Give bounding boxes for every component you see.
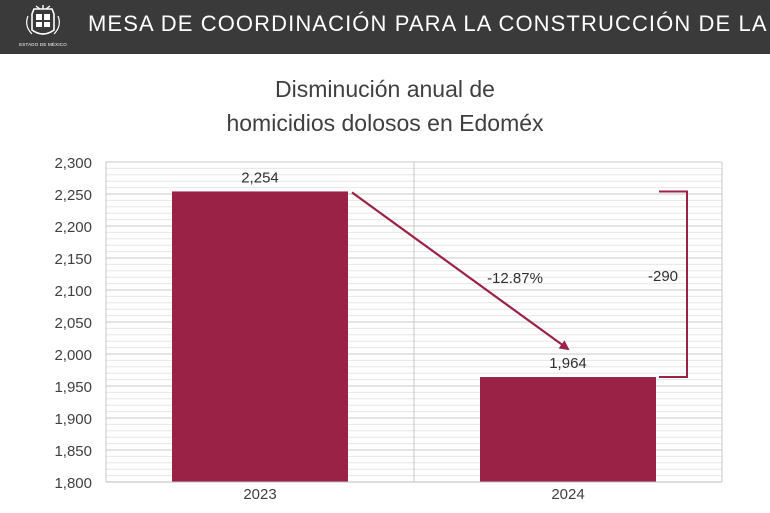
absolute-change-label: -290 bbox=[648, 268, 678, 285]
state-logo: ESTADO DE MÉXICO bbox=[14, 4, 72, 52]
y-tick-label: 1,900 bbox=[54, 411, 92, 428]
percent-change-label: -12.87% bbox=[487, 270, 543, 287]
y-tick-label: 1,800 bbox=[54, 475, 92, 492]
coat-of-arms-icon bbox=[26, 5, 60, 35]
chart-title-line-2: homicidios dolosos en Edoméx bbox=[226, 110, 544, 136]
y-tick-label: 2,050 bbox=[54, 315, 92, 332]
bar-2023 bbox=[172, 191, 348, 482]
axis-layer: 1,800 1,850 1,900 1,950 2,000 2,050 2,100 2,150… bbox=[54, 155, 722, 503]
decrease-arrow bbox=[351, 191, 570, 351]
difference-bracket bbox=[659, 190, 688, 379]
y-tick-label: 1,850 bbox=[54, 443, 92, 460]
y-tick-label: 2,200 bbox=[54, 219, 92, 236]
chart-title-line-1: Disminución anual de bbox=[275, 76, 495, 102]
y-tick-label: 2,250 bbox=[54, 187, 92, 204]
bar-value-label: 2,254 bbox=[241, 169, 279, 186]
bar-2024 bbox=[480, 377, 656, 482]
bar-layer bbox=[172, 191, 656, 482]
header-bar: ESTADO DE MÉXICO MESA DE COORDINACIÓN PA… bbox=[0, 0, 770, 54]
header-title: MESA DE COORDINACIÓN PARA LA CONSTRUCCIÓ… bbox=[88, 11, 770, 36]
x-tick-label: 2024 bbox=[551, 486, 584, 503]
logo-caption: ESTADO DE MÉXICO bbox=[19, 42, 67, 47]
x-tick-label: 2023 bbox=[243, 486, 276, 503]
y-tick-label: 2,150 bbox=[54, 251, 92, 268]
bar-value-label: 1,964 bbox=[549, 355, 587, 372]
y-tick-label: 2,300 bbox=[54, 155, 92, 172]
annotation-layer: -12.87% -290 bbox=[351, 190, 688, 379]
y-tick-label: 2,100 bbox=[54, 283, 92, 300]
y-tick-label: 1,950 bbox=[54, 379, 92, 396]
y-tick-label: 2,000 bbox=[54, 347, 92, 364]
